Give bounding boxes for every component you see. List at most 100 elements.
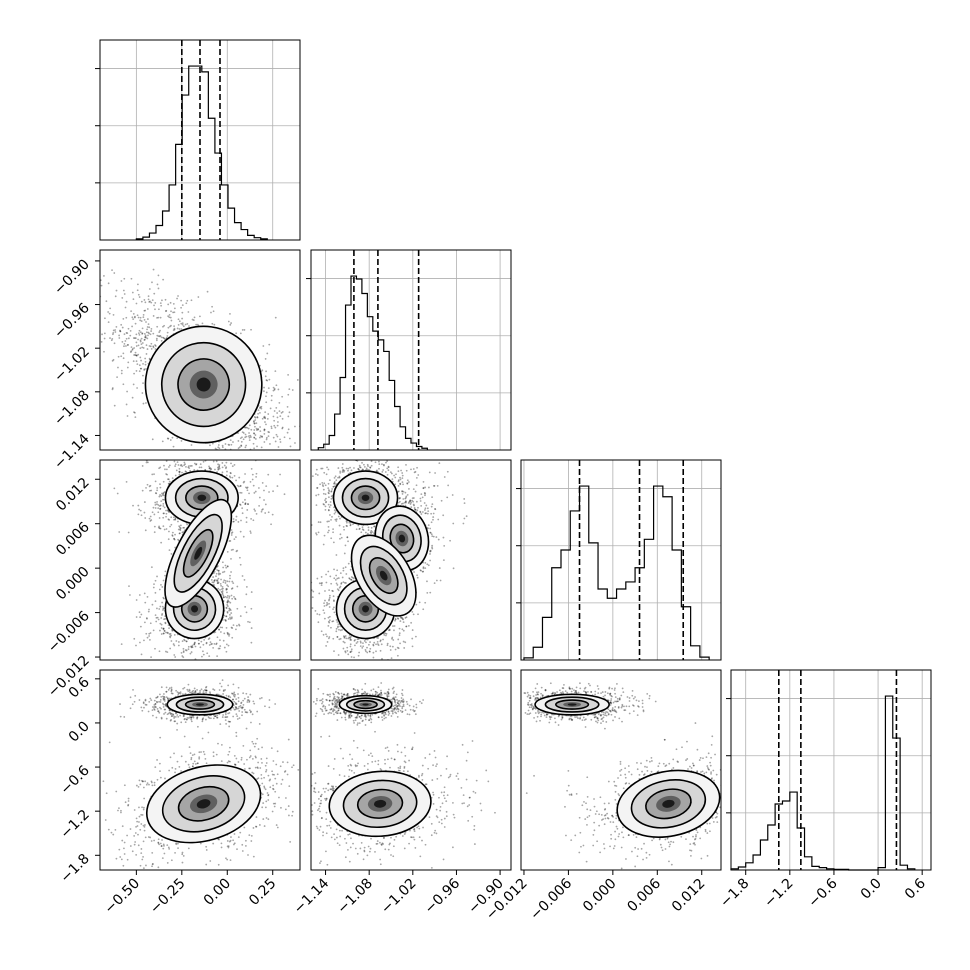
scatter-point-1-0-0 bbox=[146, 318, 149, 320]
scatter-point-1-0-0 bbox=[241, 329, 244, 331]
scatter-point-2-1-0 bbox=[334, 511, 337, 514]
scatter-point-2-0-1 bbox=[159, 605, 162, 608]
scatter-point-2-1-0 bbox=[409, 499, 412, 502]
scatter-point-2-1-0 bbox=[320, 467, 323, 470]
scatter-point-2-0-0 bbox=[159, 494, 161, 496]
scatter-point-2-0-0 bbox=[145, 486, 147, 489]
scatter-point-2-1-0 bbox=[419, 500, 422, 502]
scatter-point-2-0-0 bbox=[152, 506, 155, 509]
scatter-point-1-0-0 bbox=[154, 345, 157, 347]
scatter-point-2-1-0 bbox=[382, 463, 385, 466]
scatter-point-2-0-0 bbox=[156, 487, 159, 489]
scatter-point-2-1-0 bbox=[344, 544, 347, 547]
scatter-point-1-0-0 bbox=[265, 438, 268, 441]
scatter-point-1-0-0 bbox=[212, 463, 214, 465]
scatter-point-2-0-1 bbox=[138, 611, 141, 614]
scatter-point-1-0-0 bbox=[171, 436, 174, 439]
scatter-point-2-0-1 bbox=[197, 642, 200, 645]
scatter-point-2-1-0 bbox=[322, 543, 325, 546]
scatter-point-2-0-1 bbox=[220, 578, 222, 581]
scatter-point-2-0-0 bbox=[249, 530, 252, 533]
scatter-point-1-0-0 bbox=[253, 422, 256, 425]
scatter-point-1-0-0 bbox=[120, 372, 123, 375]
scatter-point-2-0-1 bbox=[214, 631, 217, 633]
scatter-point-2-0-0 bbox=[221, 471, 224, 474]
scatter-point-2-0-0 bbox=[161, 494, 164, 496]
scatter-point-2-1-0 bbox=[327, 496, 330, 499]
scatter-point-1-0-0 bbox=[254, 438, 257, 440]
scatter-point-1-0-0 bbox=[103, 350, 105, 353]
scatter-point-2-0-2 bbox=[185, 465, 187, 468]
scatter-point-2-1-0 bbox=[332, 531, 334, 534]
scatter-point-2-0-0 bbox=[276, 485, 279, 487]
scatter-point-1-0-0 bbox=[244, 433, 247, 436]
scatter-point-1-0-0 bbox=[141, 327, 144, 330]
scatter-point-2-0-2 bbox=[218, 647, 221, 650]
scatter-point-2-0-0 bbox=[209, 456, 211, 458]
scatter-point-2-0-1 bbox=[230, 588, 233, 590]
scatter-point-2-0-0 bbox=[246, 487, 248, 490]
scatter-point-2-1-0 bbox=[327, 482, 330, 485]
scatter-point-2-0-0 bbox=[161, 498, 164, 501]
scatter-point-2-1-0 bbox=[402, 490, 405, 493]
scatter-point-1-0-0 bbox=[159, 316, 162, 319]
scatter-point-2-1-0 bbox=[388, 451, 390, 453]
scatter-point-1-0-0 bbox=[135, 333, 138, 336]
scatter-point-1-0-0 bbox=[301, 469, 303, 471]
histogram-steps-2 bbox=[523, 485, 710, 660]
scatter-point-2-0-1 bbox=[162, 632, 165, 635]
scatter-point-1-0-0 bbox=[211, 322, 214, 325]
scatter-point-1-0-0 bbox=[259, 455, 261, 457]
scatter-point-2-0-0 bbox=[149, 489, 151, 492]
scatter-point-1-0-0 bbox=[120, 323, 123, 326]
scatter-point-2-1-0 bbox=[328, 529, 330, 532]
scatter-point-1-0-0 bbox=[196, 323, 199, 326]
scatter-point-1-0-0 bbox=[114, 331, 117, 333]
scatter-point-1-0-0 bbox=[149, 300, 151, 303]
scatter-point-1-0-0 bbox=[281, 395, 284, 398]
scatter-point-2-0-2 bbox=[195, 452, 197, 454]
scatter-point-1-0-0 bbox=[173, 307, 176, 310]
scatter-point-2-0-0 bbox=[238, 453, 240, 455]
scatter-point-1-0-0 bbox=[263, 429, 266, 432]
scatter-point-2-0-1 bbox=[233, 538, 236, 541]
scatter-point-1-0-0 bbox=[210, 311, 212, 314]
scatter-point-2-0-1 bbox=[229, 601, 232, 604]
scatter-point-1-0-0 bbox=[181, 311, 184, 314]
scatter-point-2-1-0 bbox=[361, 528, 364, 531]
scatter-point-2-0-0 bbox=[260, 510, 263, 513]
scatter-point-2-1-0 bbox=[349, 523, 352, 526]
scatter-point-2-0-2 bbox=[179, 464, 182, 467]
scatter-point-1-0-0 bbox=[172, 311, 174, 314]
scatter-point-1-0-0 bbox=[264, 462, 266, 464]
scatter-point-1-0-0 bbox=[210, 453, 212, 455]
scatter-point-2-0-1 bbox=[150, 566, 153, 569]
scatter-point-2-0-1 bbox=[229, 617, 232, 620]
scatter-point-1-0-0 bbox=[122, 289, 125, 292]
scatter-point-2-0-0 bbox=[189, 465, 192, 467]
scatter-point-1-0-0 bbox=[125, 331, 128, 334]
scatter-point-1-0-0 bbox=[248, 439, 251, 442]
scatter-point-2-0-2 bbox=[228, 540, 231, 542]
scatter-point-1-0-0 bbox=[180, 440, 183, 442]
scatter-point-2-1-0 bbox=[366, 463, 369, 466]
scatter-point-1-0-0 bbox=[144, 336, 147, 339]
scatter-point-2-0-2 bbox=[227, 633, 229, 636]
scatter-point-2-1-0 bbox=[417, 474, 420, 476]
scatter-point-1-0-0 bbox=[250, 455, 252, 457]
scatter-point-2-0-2 bbox=[160, 495, 163, 498]
scatter-point-2-0-0 bbox=[162, 492, 165, 495]
scatter-point-2-0-1 bbox=[194, 661, 196, 663]
scatter-point-2-0-1 bbox=[215, 643, 218, 646]
scatter-point-2-0-1 bbox=[225, 566, 228, 569]
scatter-point-1-0-0 bbox=[107, 321, 110, 323]
scatter-point-2-1-0 bbox=[333, 506, 335, 509]
scatter-point-2-0-0 bbox=[167, 478, 169, 481]
scatter-point-1-0-0 bbox=[135, 479, 137, 481]
scatter-point-2-1-0 bbox=[323, 534, 326, 537]
scatter-point-1-0-0 bbox=[272, 474, 274, 476]
scatter-point-2-0-2 bbox=[231, 627, 234, 629]
scatter-point-2-1-0 bbox=[364, 531, 367, 534]
scatter-point-1-0-0 bbox=[88, 316, 90, 318]
scatter-point-2-1-0 bbox=[331, 488, 334, 490]
